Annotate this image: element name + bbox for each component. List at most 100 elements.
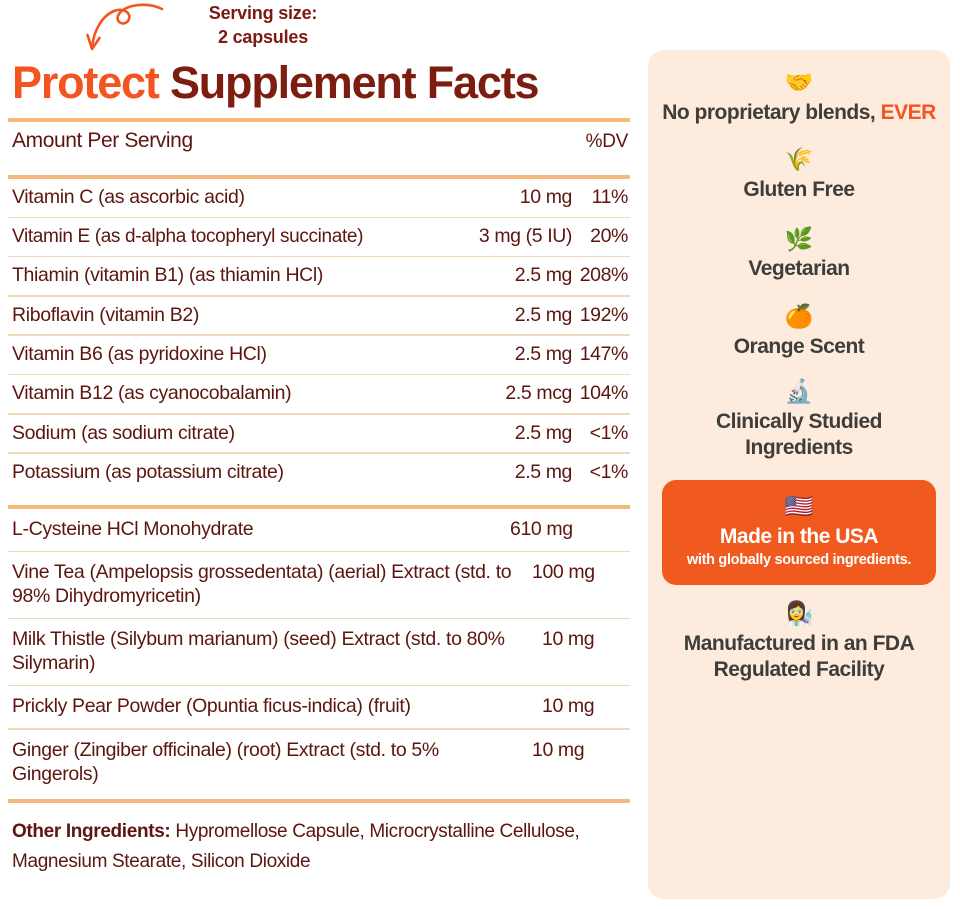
- benefit-label: Made in the USA: [719, 525, 879, 549]
- nutrient-name: Thiamin (vitamin B1) (as thiamin HCl): [12, 264, 324, 287]
- table-row: Prickly Pear Powder (Opuntia ficus-indic…: [8, 686, 630, 728]
- ingredient-name: Ginger (Zingiber officinale) (root) Extr…: [12, 738, 439, 785]
- nutrient-name: Vitamin B6 (as pyridoxine HCl): [12, 342, 267, 365]
- nutrient-amount: 2.5 mg: [514, 342, 573, 365]
- row-divider: [8, 413, 630, 415]
- benefit-made-in-usa: 🇺🇸 Made in the USA with globally sourced…: [662, 480, 936, 586]
- nutrient-name: Vitamin C (as ascorbic acid): [12, 186, 245, 208]
- ingredient-amount: 100 mg: [532, 561, 595, 584]
- benefit-sublabel: with globally sourced ingredients.: [686, 551, 912, 568]
- nutrient-amount: 3 mg (5 IU): [478, 225, 573, 248]
- table-row: Sodium (as sodium citrate) 2.5 mg <1%: [8, 415, 630, 453]
- tangerine-icon: 🍊: [784, 303, 814, 330]
- table-row: Ginger (Zingiber officinale) (root) Extr…: [8, 730, 630, 796]
- nutrient-name: Potassium (as potassium citrate): [12, 461, 284, 484]
- benefit-label: Clinically Studied Ingredients: [715, 410, 883, 459]
- ingredient-name: Prickly Pear Powder (Opuntia ficus-indic…: [12, 695, 411, 718]
- table-row: Potassium (as potassium citrate) 2.5 mg …: [8, 454, 630, 492]
- nutrient-dv: <1%: [589, 421, 629, 444]
- nutrient-dv: 192%: [579, 303, 629, 326]
- row-divider: [8, 684, 630, 687]
- benefit-orange-scent: 🍊 Orange Scent: [662, 302, 936, 359]
- table-row: Milk Thistle (Silybum marianum) (seed) E…: [8, 619, 630, 685]
- row-divider: [8, 255, 630, 258]
- serving-size-text: Serving size: 2 capsules: [168, 2, 358, 50]
- nutrient-amount: 2.5 mg: [514, 264, 573, 287]
- other-ingredients-label: Other Ingredients:: [12, 821, 171, 843]
- nutrient-name: Vitamin E (as d-alpha tocopheryl succina…: [12, 226, 364, 248]
- benefit-clinically-studied: 🔬 Clinically Studied Ingredients: [662, 377, 936, 460]
- title-accent: Protect: [12, 57, 160, 108]
- curved-arrow-icon: [86, 3, 164, 51]
- row-divider: [8, 617, 630, 620]
- microscope-icon: 🔬: [784, 378, 814, 405]
- nutrient-amount: 2.5 mg: [514, 461, 573, 484]
- nutrient-name: Sodium (as sodium citrate): [12, 421, 235, 444]
- table-row: Riboflavin (vitamin B2) 2.5 mg 192%: [8, 297, 630, 335]
- ingredient-amount: 10 mg: [542, 695, 595, 718]
- table-bottom-rule: [8, 799, 630, 804]
- nutrient-dv: 20%: [590, 225, 628, 248]
- benefit-label: No proprietary blends, EVER: [662, 100, 936, 126]
- row-divider: [8, 334, 630, 336]
- scientist-icon: 👩‍🔬: [784, 600, 814, 627]
- usa-flag-icon: 🇺🇸: [784, 493, 814, 520]
- table-row: L-Cysteine HCl Monohydrate 610 mg: [8, 509, 630, 551]
- row-divider: [8, 550, 630, 553]
- ingredient-amount: 610 mg: [510, 517, 573, 540]
- benefit-gluten-free: 🌾 Gluten Free: [662, 145, 936, 202]
- dv-label: %DV: [585, 131, 629, 152]
- nutrient-dv: <1%: [589, 461, 629, 484]
- nutrient-amount: 2.5 mg: [514, 303, 573, 326]
- header-rule-bottom: [8, 175, 630, 179]
- table-row: Vitamin E (as d-alpha tocopheryl succina…: [8, 218, 630, 255]
- row-divider: [8, 728, 630, 730]
- serving-size-line2: 2 capsules: [217, 26, 309, 47]
- nutrient-amount: 10 mg: [519, 186, 573, 208]
- benefit-label: Gluten Free: [743, 178, 855, 202]
- nutrient-name: Riboflavin (vitamin B2): [12, 303, 200, 326]
- nutrient-amount: 2.5 mcg: [505, 382, 572, 405]
- table-row: Vitamin B6 (as pyridoxine HCl) 2.5 mg 14…: [8, 336, 630, 374]
- amount-per-serving-label: Amount Per Serving: [12, 129, 193, 152]
- row-divider: [8, 373, 630, 376]
- table-row: Thiamin (vitamin B1) (as thiamin HCl) 2.…: [8, 257, 630, 295]
- other-ingredients-text: Hypromellose Capsule, Microcrystalline C…: [12, 821, 580, 872]
- herb-icon: 🌿: [784, 225, 814, 252]
- nutrient-dv: 11%: [591, 186, 629, 208]
- benefit-vegetarian: 🌿 Vegetarian: [662, 225, 936, 282]
- table-row: Vitamin C (as ascorbic acid) 10 mg 11%: [8, 179, 630, 217]
- benefits-sidebar: 🤝 No proprietary blends, EVER 🌾 Gluten F…: [648, 50, 950, 899]
- benefit-label: Orange Scent: [733, 334, 865, 358]
- nutrient-amount: 2.5 mg: [514, 421, 573, 444]
- table-row: Vine Tea (Ampelopsis grossedentata) (aer…: [8, 552, 630, 618]
- row-divider: [8, 216, 630, 219]
- table-header-row: Amount Per Serving %DV: [8, 122, 630, 162]
- table-row: Vitamin B12 (as cyanocobalamin) 2.5 mcg …: [8, 375, 630, 413]
- row-divider: [8, 452, 630, 455]
- ingredient-name: L-Cysteine HCl Monohydrate: [12, 517, 254, 540]
- nutrient-dv: 147%: [579, 342, 629, 365]
- serving-size-callout: Serving size: 2 capsules: [8, 0, 630, 58]
- other-ingredients: Other Ingredients: Hypromellose Capsule,…: [8, 803, 630, 876]
- page-title: Protect Supplement Facts: [8, 60, 630, 105]
- section-rule: [8, 504, 630, 509]
- benefit-label: Manufactured in an FDA Regulated Facilit…: [683, 631, 915, 681]
- ingredient-amount: 10 mg: [532, 738, 585, 761]
- nutrient-name: Vitamin B12 (as cyanocobalamin): [12, 382, 292, 405]
- row-divider: [8, 294, 630, 297]
- benefit-label: Vegetarian: [748, 257, 850, 281]
- supplement-facts-panel: Serving size: 2 capsules Protect Supplem…: [8, 0, 630, 876]
- benefit-label-text: No proprietary blends,: [662, 100, 881, 124]
- title-rest: Supplement Facts: [158, 57, 540, 108]
- nutrient-dv: 104%: [579, 382, 629, 405]
- benefit-label-emphasis: EVER: [880, 100, 937, 124]
- header-rule-top: [8, 118, 630, 122]
- handshake-icon: 🤝: [784, 69, 814, 95]
- ingredient-name: Milk Thistle (Silybum marianum) (seed) E…: [12, 628, 505, 675]
- nutrient-dv: 208%: [579, 264, 629, 287]
- sheaf-of-rice-icon: 🌾: [784, 146, 814, 173]
- ingredient-amount: 10 mg: [542, 628, 595, 651]
- benefit-no-proprietary-blends: 🤝 No proprietary blends, EVER: [662, 68, 936, 125]
